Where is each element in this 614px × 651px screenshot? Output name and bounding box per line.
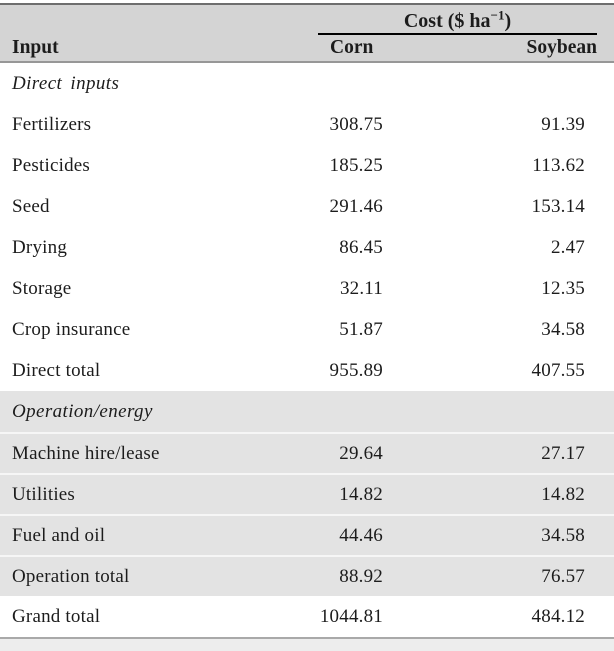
row-label: Grand total [12, 605, 101, 627]
corn-value: 955.89 [329, 359, 383, 381]
soybean-value: 407.55 [531, 359, 585, 381]
cost-label-prefix: Cost ($ ha [403, 10, 491, 32]
cost-group-row: Cost ($ ha−1) [0, 5, 614, 35]
soybean-value: 14.82 [541, 483, 585, 505]
soybean-value: 27.17 [541, 442, 585, 464]
row-label: Fertilizers [12, 113, 92, 135]
cost-group-header: Cost ($ ha−1) [318, 7, 597, 35]
row-label: Fuel and oil [12, 524, 106, 546]
corn-value: 32.11 [339, 277, 383, 299]
row-label: Machine hire/lease [12, 442, 160, 464]
soybean-value: 34.58 [541, 318, 585, 340]
table-row-fertilizers: Fertilizers 308.75 91.39 [0, 104, 614, 145]
row-label: Direct total [12, 359, 101, 381]
corn-value: 29.64 [339, 442, 383, 464]
cost-label-exponent: −1 [490, 7, 505, 23]
corn-value: 51.87 [339, 318, 383, 340]
column-header-corn: Corn [330, 37, 374, 58]
row-label: Storage [12, 277, 72, 299]
row-label: Pesticides [12, 154, 90, 176]
corn-value: 185.25 [329, 154, 383, 176]
corn-value: 291.46 [329, 195, 383, 217]
corn-value: 44.46 [339, 524, 383, 546]
table-row-seed: Seed 291.46 153.14 [0, 186, 614, 227]
soybean-value: 34.58 [541, 524, 585, 546]
soybean-value: 91.39 [541, 113, 585, 135]
row-label: Crop insurance [12, 318, 131, 340]
soybean-value: 12.35 [541, 277, 585, 299]
table-row-drying: Drying 86.45 2.47 [0, 227, 614, 268]
soybean-value: 113.62 [532, 154, 585, 176]
row-label: Seed [12, 195, 50, 217]
section-label: Direct inputs [12, 72, 120, 94]
table-header: Cost ($ ha−1) Input Corn Soybean [0, 3, 614, 63]
section-label: Operation/energy [12, 400, 153, 422]
row-label: Operation total [12, 565, 130, 587]
page-edge-strip [0, 639, 614, 651]
section-row-operation-energy: Operation/energy [0, 391, 614, 432]
corn-value: 14.82 [339, 483, 383, 505]
soybean-value: 2.47 [550, 236, 585, 258]
table-row-storage: Storage 32.11 12.35 [0, 268, 614, 309]
cost-label-suffix: ) [504, 10, 512, 32]
soybean-value: 76.57 [541, 565, 585, 587]
row-label: Drying [12, 236, 68, 258]
corn-value: 86.45 [339, 236, 383, 258]
column-header-soybean: Soybean [526, 37, 597, 58]
table-bottom-rule [0, 637, 614, 639]
row-label: Utilities [12, 483, 76, 505]
section-row-direct-inputs: Direct inputs [0, 63, 614, 104]
soybean-value: 484.12 [531, 605, 585, 627]
table-row-utilities: Utilities 14.82 14.82 [0, 473, 614, 514]
soybean-value: 153.14 [531, 195, 585, 217]
table-row-crop-insurance: Crop insurance 51.87 34.58 [0, 309, 614, 350]
corn-value: 308.75 [329, 113, 383, 135]
column-headers-row: Input Corn Soybean [0, 35, 614, 61]
table-row-grand-total: Grand total 1044.81 484.12 [0, 596, 614, 637]
table-row-machine-hire-lease: Machine hire/lease 29.64 27.17 [0, 432, 614, 473]
corn-value: 88.92 [339, 565, 383, 587]
table-row-operation-total: Operation total 88.92 76.57 [0, 555, 614, 596]
corn-value: 1044.81 [319, 605, 383, 627]
column-header-input: Input [12, 37, 59, 58]
table-row-direct-total: Direct total 955.89 407.55 [0, 350, 614, 391]
table-row-pesticides: Pesticides 185.25 113.62 [0, 145, 614, 186]
table-row-fuel-and-oil: Fuel and oil 44.46 34.58 [0, 514, 614, 555]
